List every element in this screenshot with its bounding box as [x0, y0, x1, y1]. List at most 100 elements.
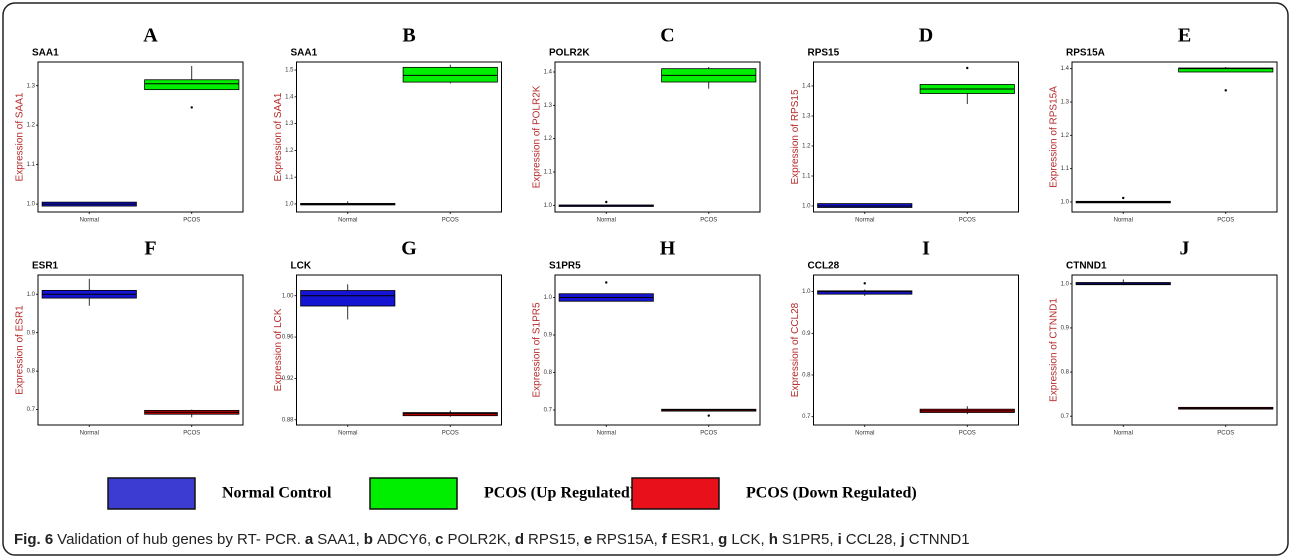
caption-gene: ADCY6, [377, 531, 431, 548]
box [817, 290, 913, 295]
caption-letter: f [662, 531, 668, 548]
x-tick-label: PCOS [442, 218, 459, 224]
box [402, 412, 498, 417]
y-tick-label: 1.1 [544, 170, 553, 176]
x-tick-label: PCOS [700, 218, 717, 224]
outlier [605, 281, 608, 284]
x-tick-label: Normal [597, 431, 616, 437]
y-tick-label: 1.2 [802, 144, 811, 150]
x-tick-label: PCOS [183, 431, 200, 437]
outlier [707, 414, 710, 417]
x-tick-label: Normal [855, 218, 874, 224]
y-tick-label: 1.2 [27, 123, 36, 129]
caption-gene: POLR2K, [448, 531, 511, 548]
y-tick-label: 1.0 [802, 289, 811, 295]
x-tick-label: Normal [597, 218, 616, 224]
y-tick-label: 1.4 [1061, 66, 1070, 72]
plot-frame [813, 274, 1019, 426]
caption: Fig. 6 Validation of hub genes by RT- PCR… [14, 531, 970, 548]
outlier [1122, 196, 1125, 200]
caption-letter: h [769, 531, 778, 548]
box [300, 290, 396, 307]
caption-letter: g [718, 531, 727, 548]
y-tick-label: 1.2 [1061, 133, 1070, 139]
y-tick-label: 1.4 [544, 70, 553, 76]
panel-title: LCK [291, 261, 312, 272]
x-tick-label: Normal [80, 218, 99, 224]
panel-title: RPS15A [1066, 48, 1105, 59]
x-tick-label: PCOS [959, 431, 976, 437]
box [1178, 67, 1274, 73]
x-tick-label: Normal [855, 431, 874, 437]
y-tick-label: 1.1 [1061, 166, 1070, 172]
y-tick-label: 0.7 [27, 407, 36, 413]
x-tick-label: PCOS [1217, 431, 1234, 437]
y-tick-label: 0.9 [544, 333, 553, 339]
panel-letter: I [922, 238, 930, 260]
outlier [1224, 89, 1227, 92]
caption-gene: ESR1, [671, 531, 714, 548]
y-tick-label: 0.8 [802, 373, 811, 379]
y-axis-label: Expression of S1PR5 [532, 302, 543, 397]
x-tick-label: Normal [338, 431, 357, 437]
y-tick-label: 0.8 [27, 369, 36, 375]
plot-frame [37, 61, 244, 213]
caption-letter: e [584, 531, 592, 548]
x-tick-label: PCOS [959, 218, 976, 224]
x-tick-label: PCOS [1217, 218, 1234, 224]
x-tick-label: PCOS [700, 431, 717, 437]
y-axis-label: Expression of LCK [273, 308, 284, 391]
caption-gene: S1PR5, [782, 531, 834, 548]
y-tick-label: 1.0 [1061, 281, 1070, 287]
caption-letter: c [435, 531, 443, 548]
panel-letter: E [1178, 25, 1191, 47]
panel-letter: H [660, 238, 676, 260]
caption-gene: SAA1, [317, 531, 360, 548]
caption-gene: RPS15, [528, 531, 580, 548]
plot-frame [813, 61, 1019, 213]
y-tick-label: 1.1 [285, 175, 294, 181]
caption-label: Fig. 6 [14, 531, 53, 548]
legend-label: Normal Control [222, 485, 332, 502]
legend-swatch [631, 477, 720, 510]
panel-letter: A [143, 25, 158, 47]
panel-letter: J [1180, 238, 1190, 260]
y-tick-label: 0.8 [544, 370, 553, 376]
plot-frame [554, 274, 761, 426]
box [402, 66, 498, 83]
y-tick-label: 0.88 [282, 417, 294, 423]
legend-swatch [369, 477, 458, 510]
caption-letter: j [900, 531, 905, 548]
y-tick-label: 0.7 [544, 408, 553, 414]
panel-letter: D [919, 25, 933, 47]
y-tick-label: 1.3 [1061, 100, 1070, 106]
y-axis-label: Expression of SAA1 [15, 92, 26, 181]
panel-title: ESR1 [32, 261, 59, 272]
panel-title: CCL28 [808, 261, 840, 272]
outlier [190, 106, 193, 109]
caption-gene: RPS15A, [596, 531, 658, 548]
x-tick-label: PCOS [442, 431, 459, 437]
caption-gene: LCK, [731, 531, 764, 548]
y-axis-label: Expression of CTNND1 [1049, 298, 1060, 402]
plot-frame [37, 274, 244, 426]
y-tick-label: 0.8 [1061, 370, 1070, 376]
panel-title: S1PR5 [549, 261, 581, 272]
x-tick-label: Normal [1114, 218, 1133, 224]
plot-frame [296, 61, 502, 213]
panel-letter: F [144, 238, 156, 260]
y-tick-label: 0.96 [282, 335, 294, 341]
outlier [605, 200, 608, 204]
y-axis-label: Expression of CCL28 [790, 302, 801, 397]
y-tick-label: 1.2 [544, 136, 553, 142]
y-tick-label: 1.5 [285, 68, 294, 74]
y-tick-label: 1.0 [802, 204, 811, 210]
y-axis-label: Expression of RPS15 [790, 89, 801, 184]
panel-title: SAA1 [291, 48, 318, 59]
panel-letter: G [401, 238, 417, 260]
caption-gene: CCL28, [846, 531, 897, 548]
y-tick-label: 1.3 [27, 83, 36, 89]
caption-text: Validation of hub genes by RT- PCR. [57, 531, 301, 548]
